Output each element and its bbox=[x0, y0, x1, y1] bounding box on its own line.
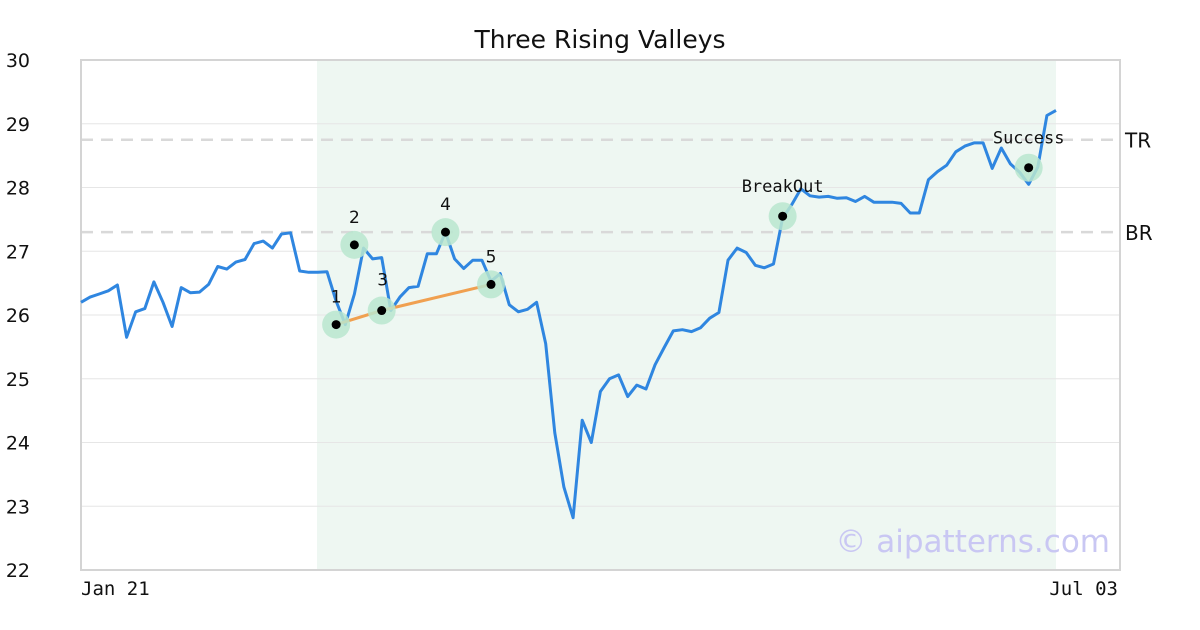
y-tick-label-29: 29 bbox=[6, 114, 30, 136]
point-marker-3 bbox=[377, 306, 387, 316]
watermark-text: © aipatterns.com bbox=[835, 524, 1110, 560]
point-marker-2 bbox=[349, 240, 359, 250]
point-label-breakout: BreakOut bbox=[742, 177, 824, 197]
y-tick-label-24: 24 bbox=[6, 433, 30, 455]
point-label-5: 5 bbox=[486, 247, 497, 267]
point-label-1: 1 bbox=[331, 288, 342, 308]
y-tick-label-27: 27 bbox=[6, 241, 30, 263]
y-tick-label-22: 22 bbox=[6, 560, 30, 582]
chart-title: Three Rising Valleys bbox=[473, 25, 725, 54]
plot-frame bbox=[80, 59, 1121, 571]
point-marker-1 bbox=[331, 320, 341, 330]
x-tick-label-start: Jan 21 bbox=[81, 578, 150, 600]
y-tick-label-28: 28 bbox=[6, 178, 30, 200]
y-tick-label-30: 30 bbox=[6, 50, 30, 72]
price-series-line bbox=[80, 109, 1057, 520]
reference-label-tr: TR bbox=[1124, 129, 1151, 153]
point-label-2: 2 bbox=[349, 208, 360, 228]
point-marker-breakout bbox=[778, 211, 788, 221]
point-marker-5 bbox=[486, 279, 496, 289]
y-tick-label-23: 23 bbox=[6, 496, 30, 518]
point-marker-success bbox=[1024, 163, 1034, 173]
y-tick-label-25: 25 bbox=[6, 369, 30, 391]
y-tick-label-26: 26 bbox=[6, 305, 30, 327]
point-label-3: 3 bbox=[377, 271, 388, 291]
point-marker-4 bbox=[440, 227, 450, 237]
x-tick-label-end: Jul 03 bbox=[1049, 578, 1118, 600]
reference-label-br: BR bbox=[1125, 221, 1153, 245]
point-label-success: Success bbox=[993, 129, 1065, 149]
point-label-4: 4 bbox=[440, 195, 451, 215]
